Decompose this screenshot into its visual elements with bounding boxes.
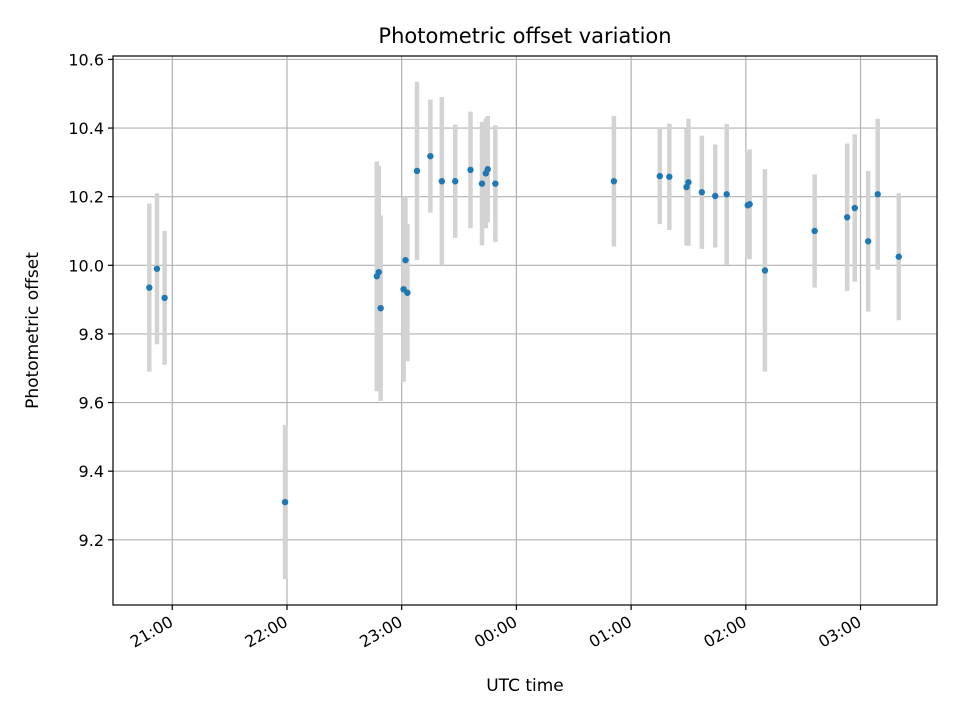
data-point: [746, 201, 753, 208]
data-point: [864, 238, 872, 245]
data-point: [161, 294, 168, 302]
data-point: [467, 166, 474, 174]
data-point: [484, 166, 491, 173]
y-tick-label: 9.4: [79, 462, 104, 481]
y-tick-label: 10.4: [68, 119, 104, 138]
data-point: [610, 178, 618, 185]
data-points: [146, 152, 902, 506]
y-axis-label: Photometric offset: [23, 252, 43, 409]
data-point: [375, 268, 382, 276]
data-point: [843, 214, 851, 221]
y-tick-label: 9.2: [79, 531, 104, 550]
data-point: [723, 191, 730, 198]
data-point: [811, 227, 818, 235]
data-point: [146, 284, 153, 291]
y-tick-label: 10.6: [68, 50, 104, 69]
data-point: [478, 180, 486, 187]
y-tick-label: 9.6: [79, 394, 104, 413]
y-axis-ticks: 9.2 9.4 9.6 9.8 10.0 10.2 10.4 10.6: [68, 50, 113, 550]
data-point: [851, 204, 858, 212]
data-point: [683, 183, 690, 191]
data-point: [698, 189, 706, 196]
data-point: [656, 172, 663, 180]
data-point: [438, 178, 446, 185]
data-point: [404, 289, 411, 296]
data-point: [413, 167, 421, 175]
y-tick-label: 10.2: [68, 188, 104, 207]
plot-frame: [112, 55, 938, 606]
data-point: [761, 267, 769, 274]
data-point: [427, 152, 434, 160]
data-point: [666, 173, 673, 180]
grid: [113, 56, 937, 605]
data-point: [895, 253, 902, 260]
data-point: [685, 179, 692, 186]
data-point: [153, 265, 161, 272]
y-tick-label: 10.0: [68, 256, 104, 275]
y-tick-label: 9.8: [79, 325, 104, 344]
x-axis-label: UTC time: [486, 676, 564, 696]
data-point: [377, 304, 384, 312]
data-point: [712, 192, 719, 200]
data-point: [874, 191, 881, 198]
chart-title: Photometric offset variation: [378, 24, 671, 48]
data-point: [402, 256, 409, 264]
data-point: [452, 178, 459, 185]
data-point: [281, 498, 289, 506]
data-point: [492, 180, 499, 187]
